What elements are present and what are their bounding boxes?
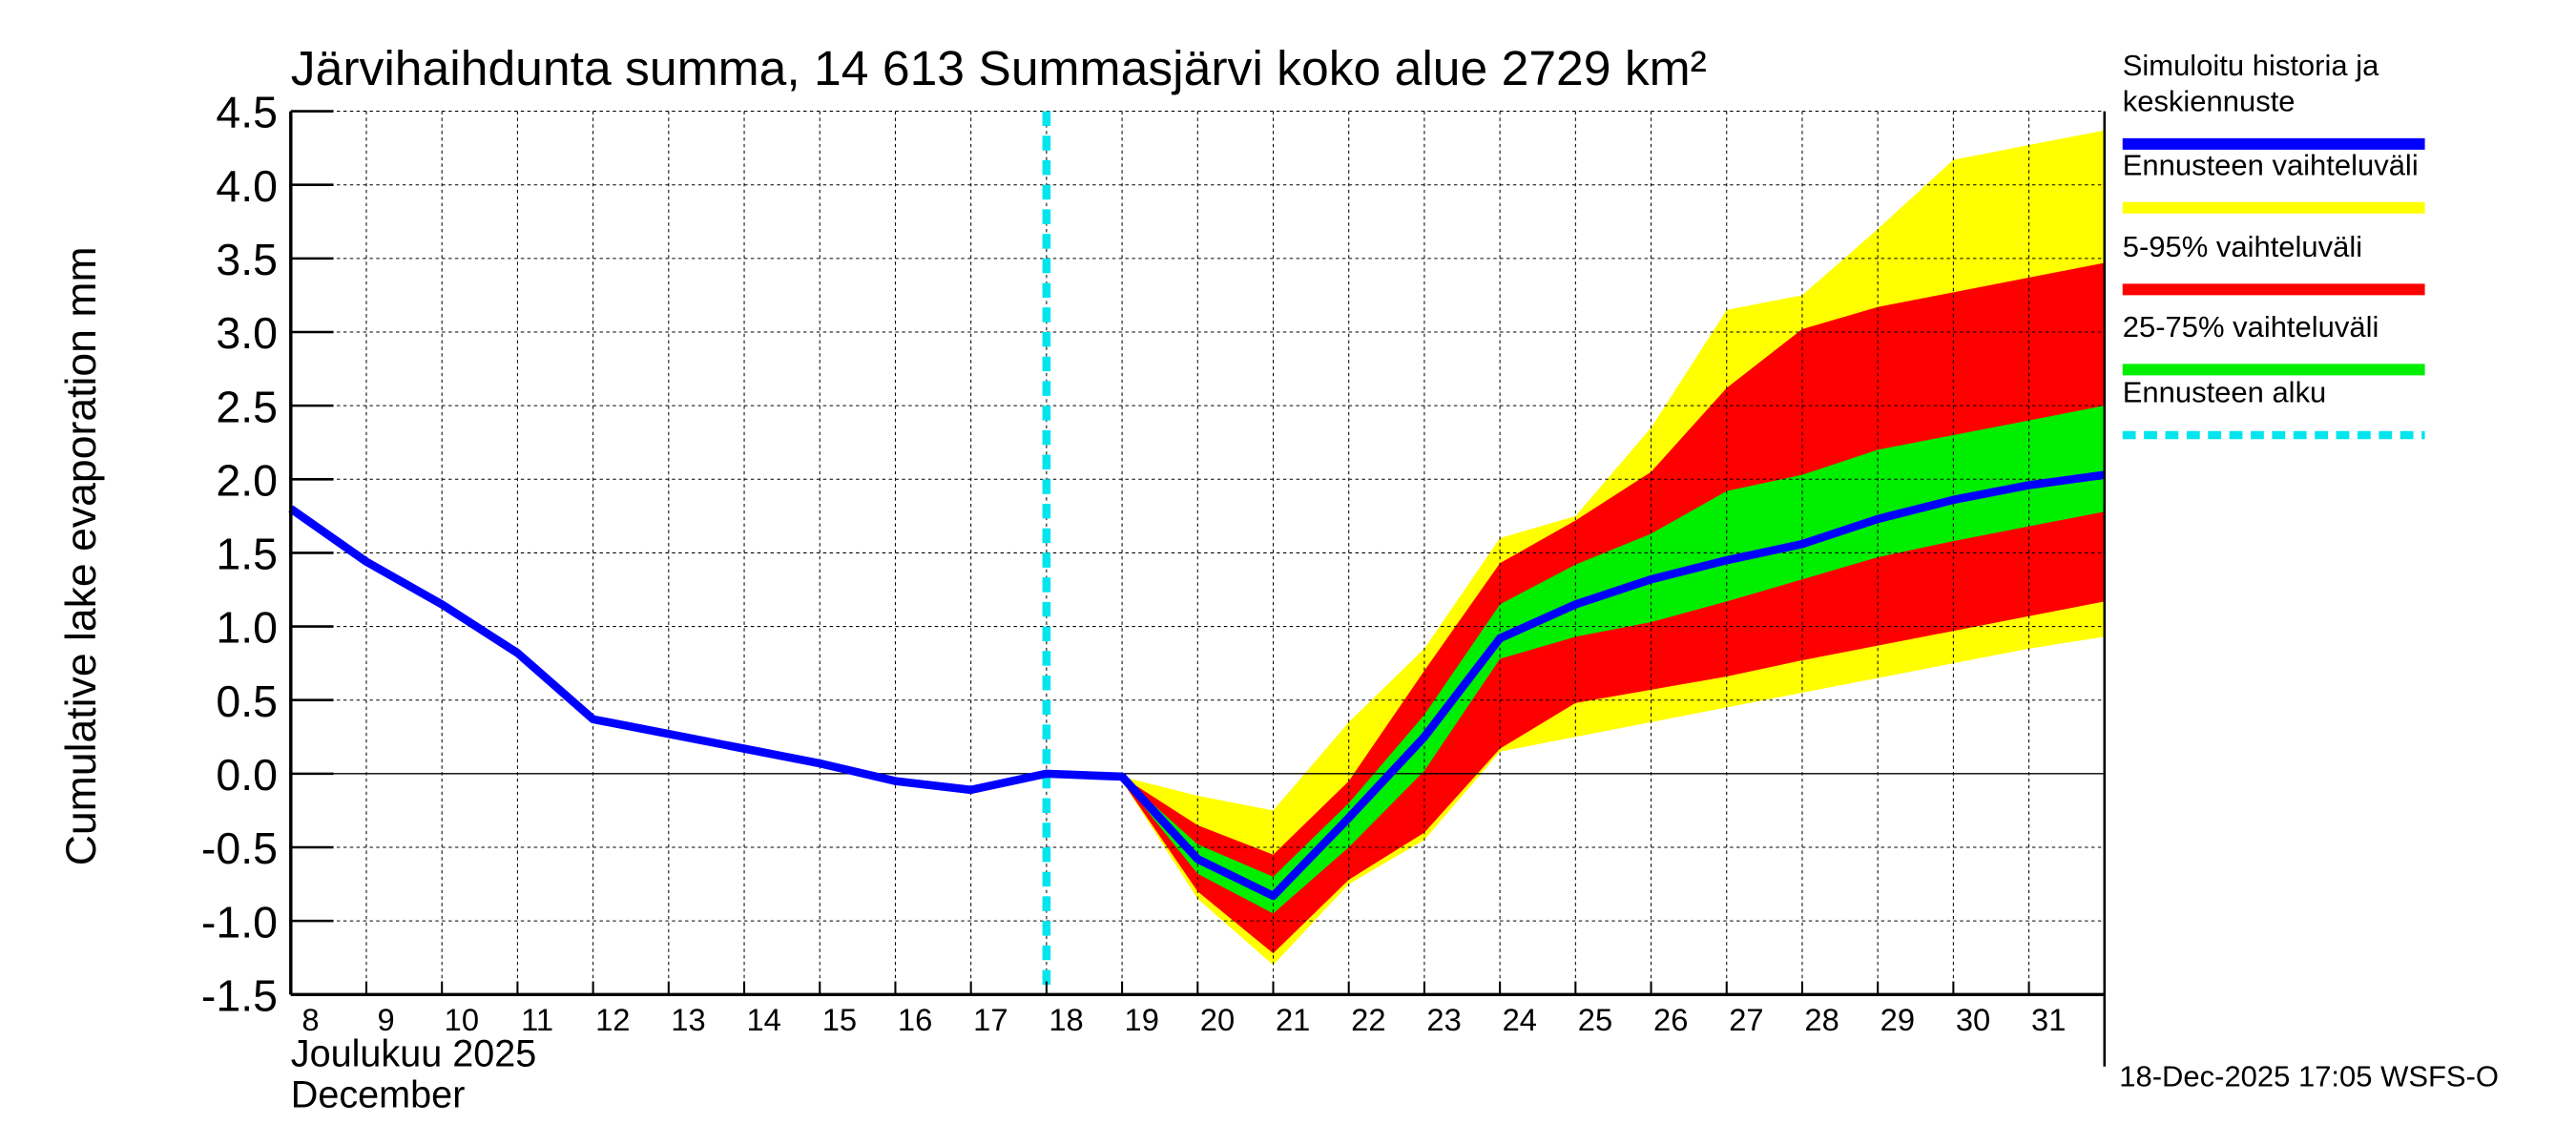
x-tick-label: 27 — [1729, 1002, 1763, 1037]
y-tick-label: 4.0 — [216, 161, 278, 211]
legend-label: 25-75% vaihteluväli — [2123, 310, 2379, 344]
x-tick-label: 23 — [1426, 1002, 1461, 1037]
legend-label: 5-95% vaihteluväli — [2123, 230, 2362, 263]
x-tick-label: 17 — [973, 1002, 1008, 1037]
y-tick-label: -1.5 — [201, 971, 278, 1021]
band-25-75 — [1122, 406, 2105, 914]
x-tick-label: 26 — [1653, 1002, 1688, 1037]
legend-label: keskiennuste — [2123, 85, 2296, 118]
y-tick-label: -1.0 — [201, 897, 278, 947]
y-tick-label: 3.0 — [216, 308, 278, 358]
x-tick-label: 11 — [521, 1002, 553, 1037]
y-tick-label: 4.5 — [216, 88, 278, 137]
y-tick-label: 0.5 — [216, 677, 278, 726]
x-tick-label: 24 — [1503, 1002, 1537, 1037]
x-tick-label: 30 — [1956, 1002, 1990, 1037]
x-tick-label: 31 — [2031, 1002, 2066, 1037]
x-tick-label: 25 — [1578, 1002, 1612, 1037]
x-tick-label: 15 — [822, 1002, 857, 1037]
x-tick-label: 19 — [1125, 1002, 1159, 1037]
x-tick-label: 9 — [378, 1002, 395, 1037]
month-label-fi: Joulukuu 2025 — [291, 1033, 537, 1075]
legend-label: Ennusteen vaihteluväli — [2123, 148, 2419, 181]
legend-label: Simuloitu historia ja — [2123, 49, 2379, 82]
y-tick-label: 0.0 — [216, 750, 278, 800]
x-tick-label: 21 — [1276, 1002, 1310, 1037]
x-tick-label: 22 — [1351, 1002, 1385, 1037]
chart-title: Järvihaihdunta summa, 14 613 Summasjärvi… — [291, 40, 1707, 95]
x-tick-label: 29 — [1880, 1002, 1915, 1037]
legend-label: Ennusteen alku — [2123, 376, 2327, 409]
x-tick-label: 16 — [898, 1002, 932, 1037]
x-tick-label: 13 — [671, 1002, 705, 1037]
x-tick-label: 28 — [1804, 1002, 1839, 1037]
x-tick-label: 20 — [1200, 1002, 1235, 1037]
y-tick-label: 1.5 — [216, 530, 278, 579]
x-tick-label: 14 — [747, 1002, 781, 1037]
y-tick-label: 1.0 — [216, 603, 278, 653]
y-axis-label: Cumulative lake evaporation mm — [58, 246, 105, 865]
x-tick-label: 10 — [445, 1002, 479, 1037]
x-tick-label: 12 — [595, 1002, 630, 1037]
y-tick-label: 2.5 — [216, 382, 278, 431]
y-tick-label: 2.0 — [216, 456, 278, 506]
month-label-en: December — [291, 1074, 466, 1116]
x-tick-label: 18 — [1049, 1002, 1083, 1037]
y-tick-label: -0.5 — [201, 823, 278, 873]
timestamp: 18-Dec-2025 17:05 WSFS-O — [2119, 1059, 2499, 1093]
x-tick-label: 8 — [301, 1002, 319, 1037]
median-line — [288, 470, 2106, 901]
y-tick-label: 3.5 — [216, 235, 278, 284]
